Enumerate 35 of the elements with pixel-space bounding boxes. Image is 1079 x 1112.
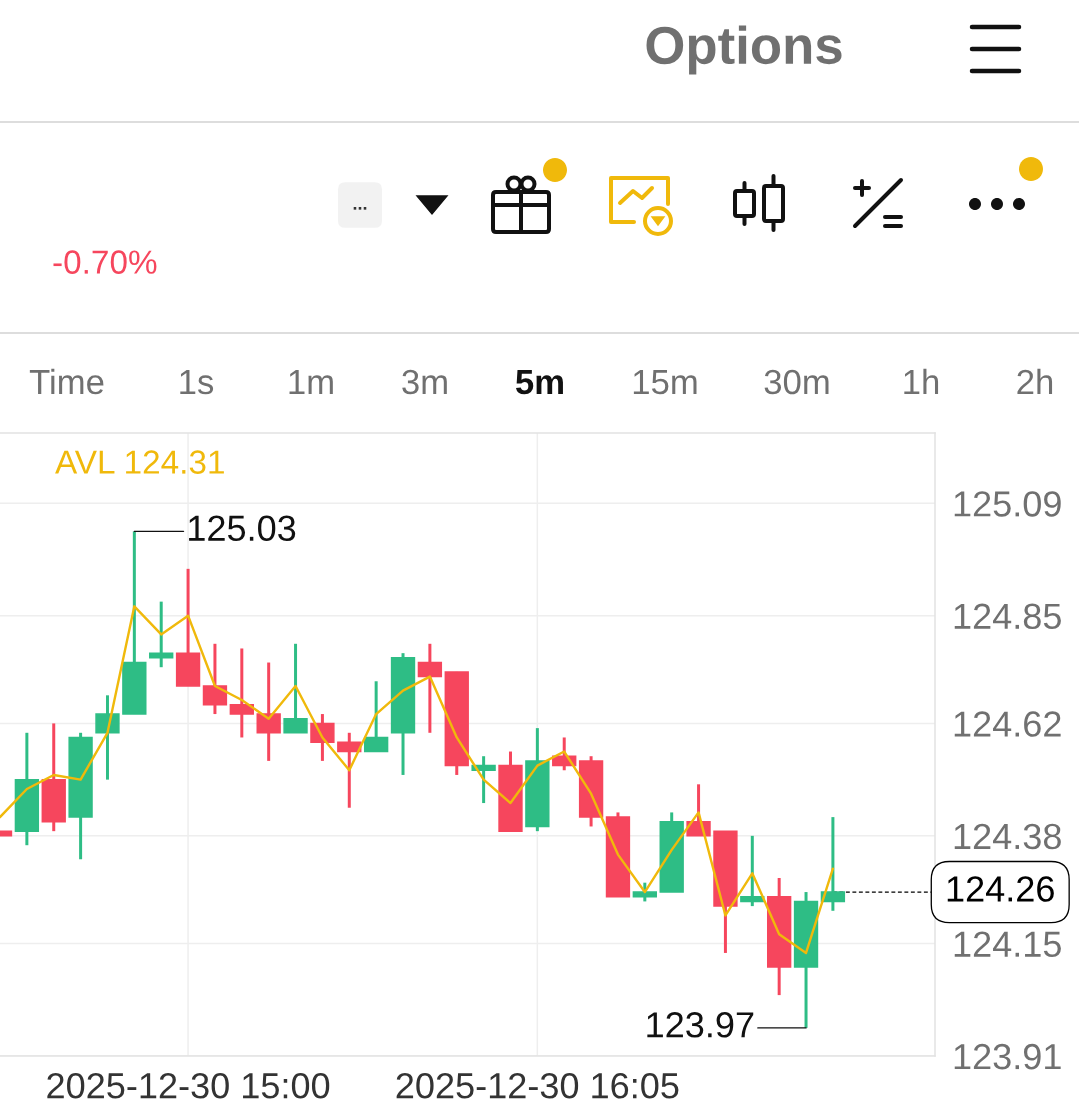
line-series <box>0 605 835 955</box>
candlestick <box>363 681 389 753</box>
text: 2h <box>1017 368 1053 394</box>
y-tick-label: 124.62 <box>954 711 1061 737</box>
text: Time <box>29 368 104 395</box>
candlestick <box>229 648 254 738</box>
text: Options <box>646 25 842 75</box>
text: 30m <box>764 369 829 395</box>
y-tick-label: 123.91 <box>954 1043 1061 1070</box>
x-tick-label: 2025-12-30 16:05 <box>396 1072 679 1099</box>
text: ... <box>353 206 367 210</box>
candlestick <box>632 882 657 902</box>
y-tick-label: 124.15 <box>954 931 1061 958</box>
chart-subtitle: -0.70% <box>53 250 157 274</box>
candlestick <box>337 731 362 808</box>
x-tick-label: 2025-12-30 15:00 <box>47 1072 330 1099</box>
candlestick <box>256 662 281 761</box>
y-tick-label: 124.85 <box>954 603 1061 630</box>
annotation: 125.03 <box>189 515 296 542</box>
text: 1m <box>289 370 333 394</box>
candlestick <box>740 834 765 908</box>
text: 15m <box>633 370 697 395</box>
text: 5m <box>515 370 563 395</box>
ref-line-label: 124.26 <box>947 876 1054 902</box>
candlestick <box>417 642 443 733</box>
text: AVL 124.31 <box>55 450 224 474</box>
y-tick-label: 125.09 <box>954 491 1061 517</box>
y-tick-label: 124.38 <box>954 823 1061 850</box>
candlestick <box>149 601 174 669</box>
candlestick <box>283 642 308 734</box>
annotation: 123.97 <box>647 1012 754 1038</box>
text: 3m <box>402 369 447 395</box>
candlestick <box>202 642 228 716</box>
text: 1h <box>904 368 939 394</box>
text: 1s <box>180 370 214 395</box>
